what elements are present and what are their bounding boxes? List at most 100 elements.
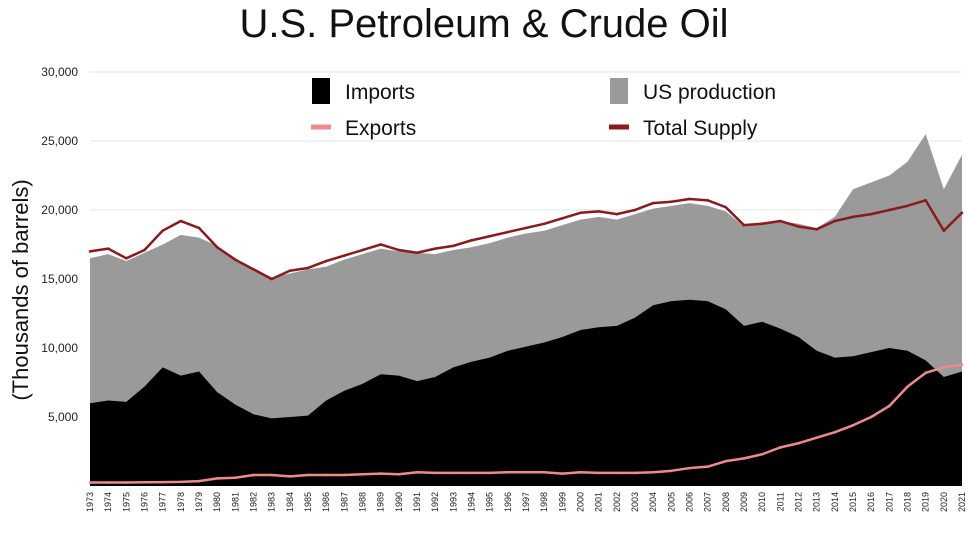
y-axis: 30,000 25,000 20,000 15,000 10,000 5,000	[41, 65, 78, 424]
data-point-total-supply	[706, 199, 709, 202]
x-tick-label: 1983	[267, 492, 277, 512]
data-point-exports	[670, 469, 673, 473]
x-tick-label: 2008	[721, 492, 731, 512]
data-point-total-supply	[597, 210, 600, 213]
x-tick-label: 1987	[339, 492, 349, 512]
data-point-total-supply	[688, 197, 691, 201]
data-point-exports	[470, 471, 473, 475]
x-tick-label: 1979	[194, 492, 204, 512]
x-tick-label: 2012	[794, 492, 804, 512]
x-tick-label: 1996	[503, 492, 513, 512]
data-point-total-supply	[542, 222, 546, 226]
data-point-exports	[379, 472, 382, 475]
x-tick-label: 1978	[176, 492, 186, 512]
data-point-total-supply	[488, 234, 491, 238]
x-tick-label: 2021	[957, 492, 967, 512]
data-point-total-supply	[415, 251, 419, 255]
data-point-exports	[288, 475, 292, 478]
data-point-total-supply	[197, 226, 201, 230]
data-point-exports	[760, 452, 764, 456]
data-point-total-supply	[397, 248, 401, 252]
data-point-total-supply	[815, 228, 818, 231]
data-point-exports	[197, 479, 201, 483]
data-point-total-supply	[361, 248, 364, 252]
x-tick-label: 2004	[648, 492, 658, 512]
x-tick-label: 2005	[666, 492, 676, 512]
data-point-total-supply	[143, 248, 146, 252]
data-point-total-supply	[779, 219, 782, 223]
data-point-exports	[942, 366, 946, 369]
data-point-exports	[452, 471, 455, 475]
x-tick-label: 1988	[358, 492, 368, 512]
x-tick-label: 2020	[939, 492, 949, 512]
data-point-total-supply	[215, 245, 219, 249]
chart-title: U.S. Petroleum & Crude Oil	[239, 2, 729, 46]
x-tick-label: 2011	[775, 492, 785, 511]
y-axis-label: (Thousands of barrels)	[8, 179, 33, 400]
data-point-exports	[579, 470, 582, 474]
data-point-total-supply	[797, 225, 800, 228]
x-tick-label: 1986	[321, 492, 331, 512]
x-tick-label: 2001	[594, 492, 604, 512]
data-point-total-supply	[379, 243, 382, 246]
x-tick-label: 1994	[467, 492, 477, 512]
data-point-total-supply	[125, 257, 128, 260]
data-point-total-supply	[234, 258, 237, 261]
data-point-total-supply	[179, 219, 183, 223]
data-point-exports	[797, 441, 800, 445]
data-point-total-supply	[960, 211, 964, 215]
x-tick-label: 1974	[103, 492, 113, 512]
data-point-total-supply	[324, 259, 328, 263]
line-layer	[88, 197, 964, 484]
data-point-exports	[488, 471, 491, 475]
data-point-exports	[542, 470, 546, 474]
data-point-total-supply	[561, 216, 564, 220]
data-point-total-supply	[343, 254, 346, 257]
data-point-total-supply	[433, 247, 437, 250]
data-point-total-supply	[88, 250, 92, 253]
x-tick-label: 2018	[903, 492, 913, 512]
legend-label-total-supply: Total Supply	[643, 117, 758, 140]
x-tick-label: 2009	[739, 492, 749, 512]
data-point-exports	[960, 363, 964, 366]
x-tick-label: 1998	[539, 492, 549, 512]
x-tick-label: 1985	[303, 492, 313, 512]
data-point-total-supply	[106, 247, 110, 250]
x-tick-label: 1977	[158, 492, 168, 512]
data-point-total-supply	[869, 212, 873, 216]
legend-swatch-imports	[312, 78, 330, 104]
legend-label-exports: Exports	[345, 117, 416, 140]
data-point-exports	[833, 430, 837, 434]
data-point-exports	[815, 436, 818, 440]
data-point-exports	[125, 481, 128, 484]
data-point-total-supply	[724, 205, 728, 209]
x-tick-label: 2019	[921, 492, 931, 512]
data-point-exports	[361, 472, 364, 476]
y-tick-label: 10,000	[41, 341, 78, 355]
data-point-total-supply	[470, 239, 473, 242]
y-tick-label: 5,000	[48, 410, 78, 424]
data-point-total-supply	[452, 244, 455, 248]
x-tick-label: 2007	[703, 492, 713, 512]
x-tick-label: 1993	[448, 492, 458, 512]
x-tick-label: 1997	[521, 492, 531, 512]
data-point-total-supply	[670, 200, 673, 204]
data-point-total-supply	[924, 199, 927, 202]
data-point-exports	[88, 481, 92, 484]
data-point-exports	[215, 477, 219, 480]
data-point-total-supply	[306, 266, 310, 270]
data-point-exports	[506, 470, 510, 474]
data-point-exports	[851, 423, 855, 427]
data-point-exports	[306, 473, 310, 477]
data-point-exports	[234, 476, 237, 480]
area-layer	[90, 134, 962, 486]
x-tick-label: 1999	[557, 492, 567, 512]
data-point-total-supply	[760, 222, 764, 226]
data-point-total-supply	[270, 277, 273, 281]
data-point-exports	[524, 470, 528, 474]
y-tick-label: 20,000	[41, 203, 78, 217]
x-tick-label: 2006	[685, 492, 695, 512]
data-point-total-supply	[615, 212, 619, 216]
data-point-exports	[924, 371, 927, 375]
